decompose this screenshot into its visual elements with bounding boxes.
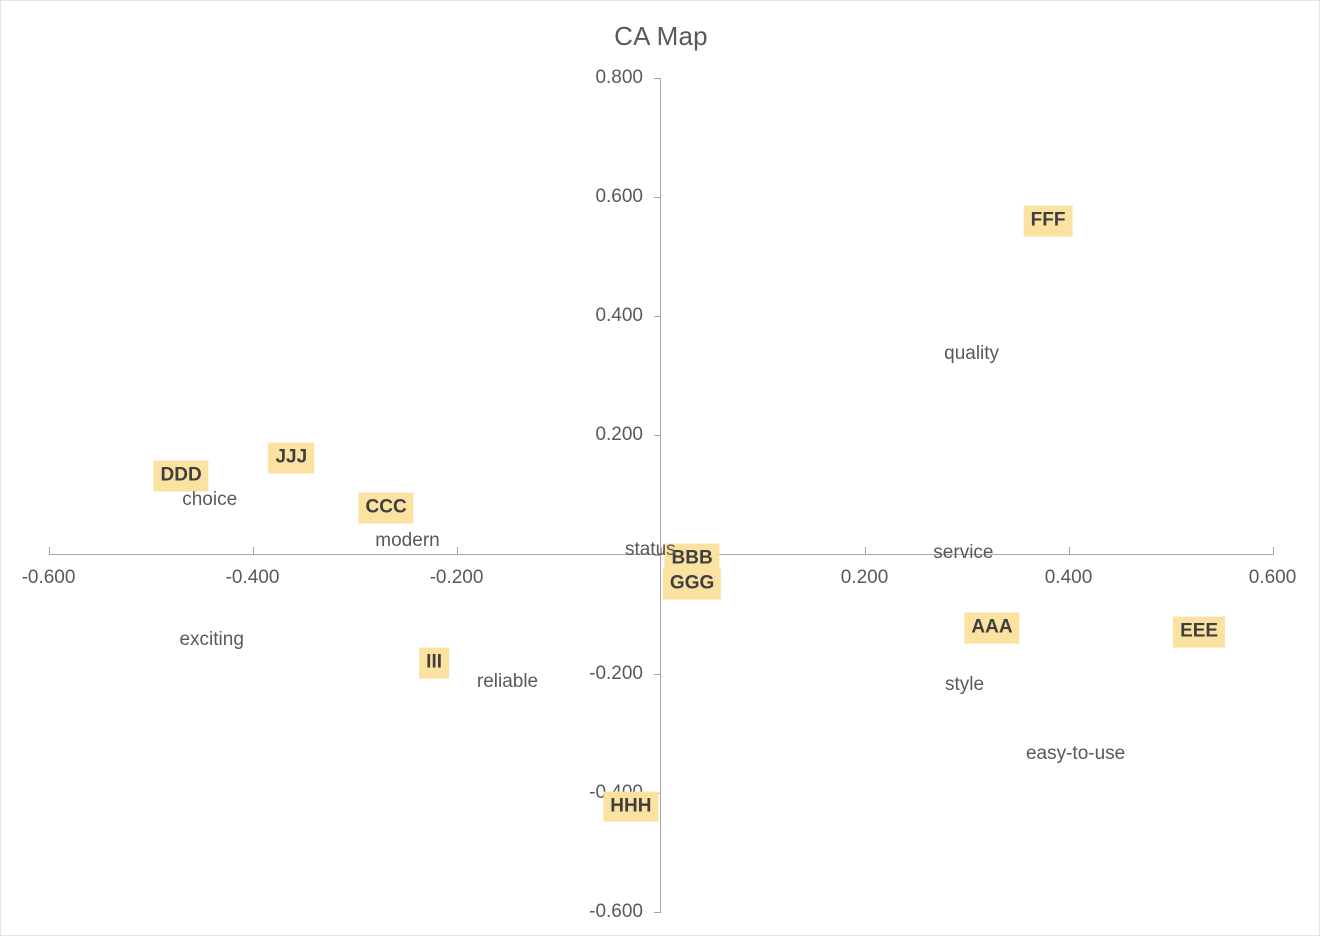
y-tick-0.600 [654, 196, 661, 198]
attribute-point-quality: quality [944, 342, 1000, 364]
brand-point-jjj: JJJ [268, 442, 315, 474]
y-tick-0.400 [654, 316, 661, 318]
attribute-point-service: service [933, 542, 994, 564]
y-tick-0.800 [654, 77, 661, 79]
y-tick-label-0.800: 0.800 [595, 66, 643, 88]
y-tick-label-0.600: 0.600 [595, 185, 643, 207]
x-tick-label-0.200: 0.200 [840, 567, 889, 588]
x-tick-label--0.200: -0.200 [429, 567, 484, 588]
attribute-point-choice: choice [182, 489, 238, 511]
x-tick-0.400 [1068, 547, 1070, 554]
chart-title: CA Map [614, 21, 708, 51]
attribute-point-easy-to-use: easy-to-use [1025, 743, 1126, 765]
y-tick-0.200 [654, 435, 661, 437]
brand-point-ccc: CCC [358, 492, 414, 524]
y-tick-0.000 [654, 554, 661, 556]
x-tick-0.600 [1272, 547, 1274, 554]
attribute-point-status: status [624, 538, 676, 560]
x-tick-label-0.600: 0.600 [1248, 567, 1297, 588]
x-tick-0.200 [864, 547, 866, 554]
brand-point-ggg: GGG [662, 568, 722, 600]
brand-point-eee: EEE [1173, 616, 1226, 648]
y-tick-label-0.400: 0.400 [595, 305, 643, 327]
x-tick--0.400 [252, 547, 254, 554]
brand-point-ddd: DDD [153, 460, 209, 492]
x-tick--0.600 [48, 547, 50, 554]
attribute-point-exciting: exciting [179, 629, 244, 651]
x-tick-label-0.400: 0.400 [1044, 567, 1093, 588]
x-axis-line [49, 554, 1274, 555]
brand-point-iii: III [419, 647, 450, 679]
y-tick-label--0.200: -0.200 [589, 662, 643, 684]
x-tick-label--0.400: -0.400 [225, 567, 280, 588]
attribute-point-reliable: reliable [476, 671, 539, 693]
y-tick-label-0.200: 0.200 [595, 424, 643, 446]
x-tick-label--0.600: -0.600 [21, 567, 76, 588]
brand-point-aaa: AAA [964, 612, 1020, 644]
attribute-point-modern: modern [375, 530, 440, 552]
y-tick-label--0.600: -0.600 [589, 901, 643, 923]
attribute-point-style: style [944, 674, 985, 696]
y-tick--0.200 [654, 673, 661, 675]
y-axis-line [660, 78, 661, 913]
x-tick--0.200 [456, 547, 458, 554]
brand-point-fff: FFF [1023, 205, 1073, 237]
x-tick-0.000 [660, 547, 662, 554]
brand-point-hhh: HHH [603, 791, 659, 823]
y-tick--0.600 [654, 912, 661, 914]
